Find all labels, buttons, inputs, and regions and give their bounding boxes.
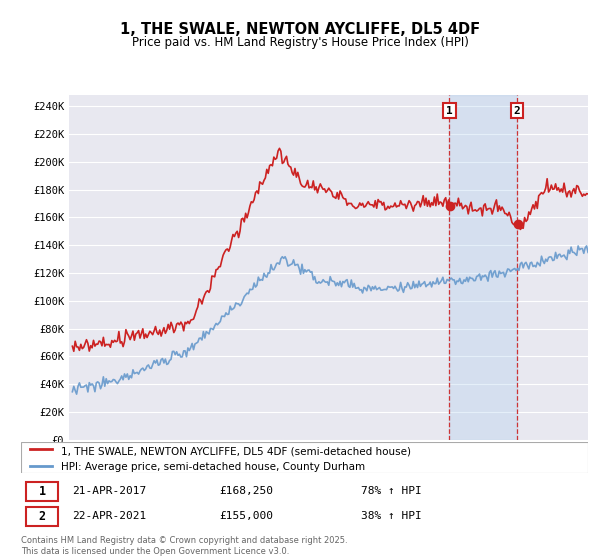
Text: £155,000: £155,000 (220, 511, 274, 521)
Text: Price paid vs. HM Land Registry's House Price Index (HPI): Price paid vs. HM Land Registry's House … (131, 36, 469, 49)
Bar (26, 482, 58, 501)
Text: £168,250: £168,250 (220, 486, 274, 496)
Text: 1, THE SWALE, NEWTON AYCLIFFE, DL5 4DF (semi-detached house): 1, THE SWALE, NEWTON AYCLIFFE, DL5 4DF (… (61, 446, 410, 456)
Text: 1: 1 (38, 485, 46, 498)
Text: 2: 2 (514, 106, 520, 116)
Text: 38% ↑ HPI: 38% ↑ HPI (361, 511, 422, 521)
Text: 1, THE SWALE, NEWTON AYCLIFFE, DL5 4DF: 1, THE SWALE, NEWTON AYCLIFFE, DL5 4DF (120, 22, 480, 38)
Text: 21-APR-2017: 21-APR-2017 (72, 486, 146, 496)
Text: 22-APR-2021: 22-APR-2021 (72, 511, 146, 521)
Text: 2: 2 (38, 510, 46, 522)
Text: 1: 1 (446, 106, 453, 116)
Bar (449, 95, 517, 440)
Bar (26, 507, 58, 526)
Text: 78% ↑ HPI: 78% ↑ HPI (361, 486, 422, 496)
Text: HPI: Average price, semi-detached house, County Durham: HPI: Average price, semi-detached house,… (61, 462, 365, 472)
Text: Contains HM Land Registry data © Crown copyright and database right 2025.
This d: Contains HM Land Registry data © Crown c… (21, 536, 347, 556)
